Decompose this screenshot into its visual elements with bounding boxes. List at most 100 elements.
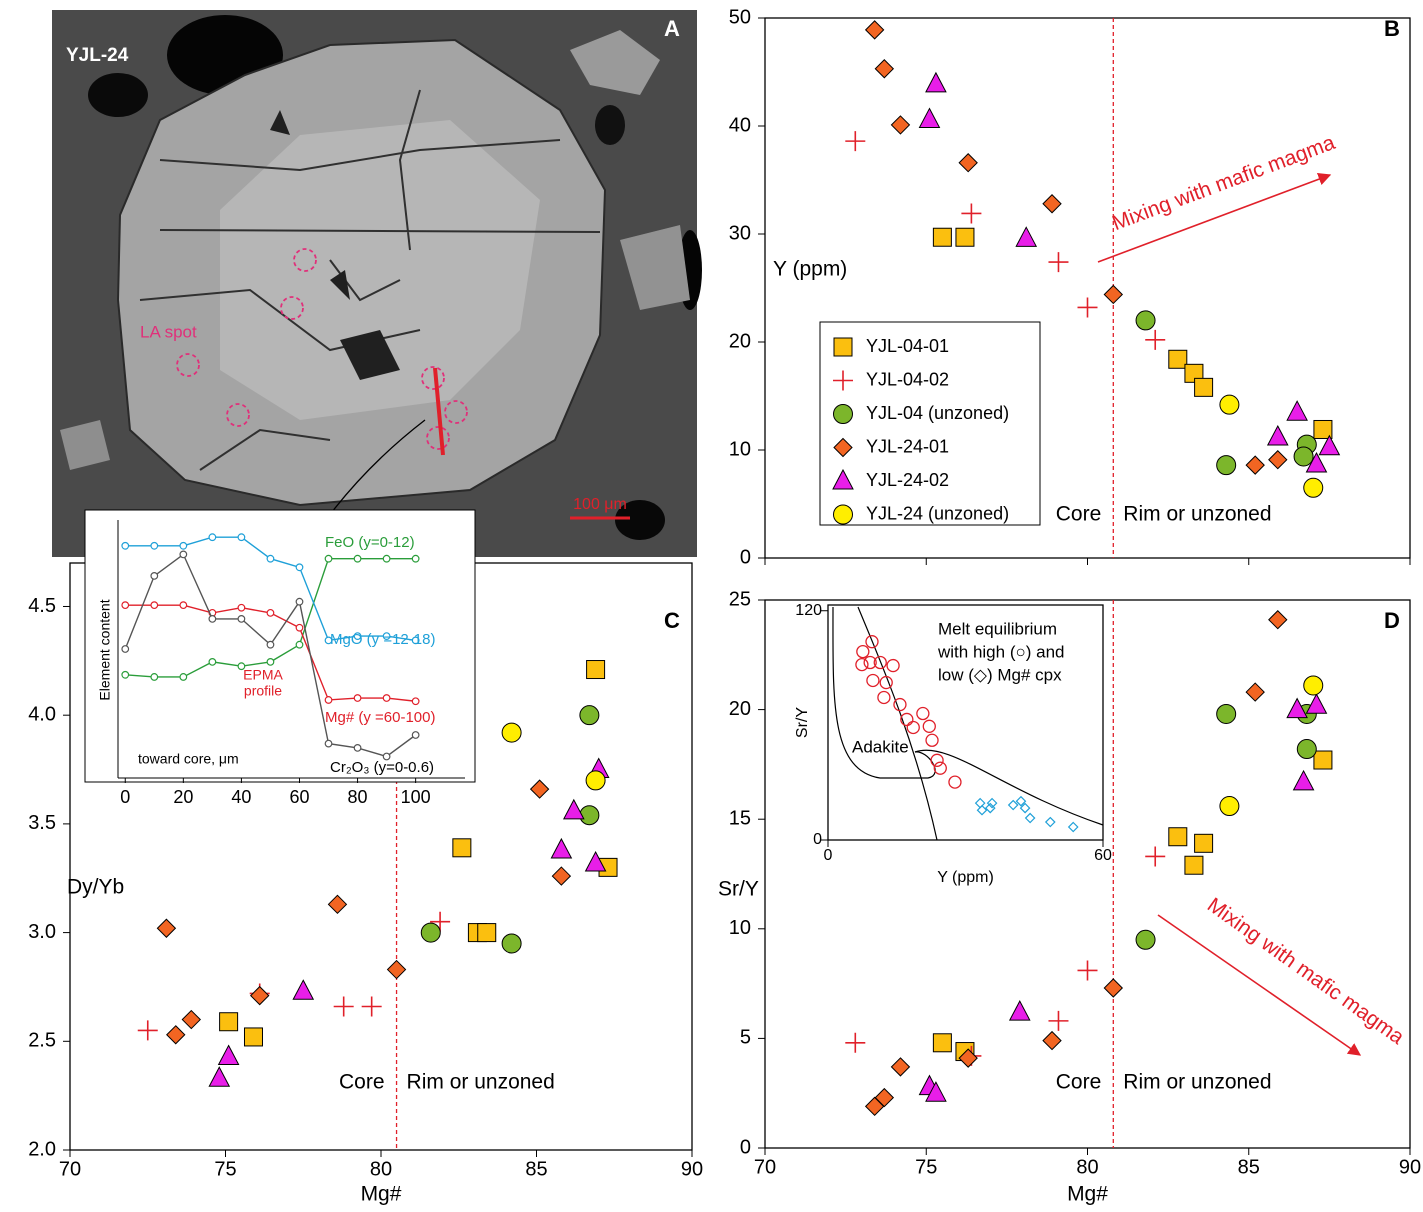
marker-triangle [1318, 434, 1341, 456]
marker-plus [1077, 960, 1098, 981]
marker-square [833, 337, 853, 357]
la-spot [176, 353, 200, 377]
marker-dot [411, 731, 420, 739]
void [270, 110, 400, 380]
marker-open-circle [922, 719, 936, 733]
y-tick-label: 50 [729, 6, 751, 28]
marker-open-circle [933, 761, 947, 775]
epma-profile-line [433, 367, 445, 456]
y-tick-label: 2.0 [28, 1138, 56, 1160]
y-tick-label: 0 [740, 546, 751, 568]
x-tick-label: 75 [214, 1158, 236, 1180]
x-tick-label: 90 [681, 1158, 703, 1180]
series-label: FeO (y=0-12) [325, 534, 415, 551]
bse-image: YJL-24 A LA spot 100 μm [52, 10, 702, 557]
marker-triangle [925, 71, 947, 93]
series-label: MgO (y =12-18) [330, 631, 435, 648]
marker-dot [324, 696, 333, 704]
marker-triangle [1008, 1000, 1031, 1021]
scale-label: 100 μm [573, 496, 627, 513]
marker-circle [1303, 477, 1324, 498]
marker-triangle [832, 468, 854, 490]
field-boundary [857, 606, 938, 841]
marker-dot [353, 632, 362, 640]
x-tick-label: 60 [1094, 847, 1112, 864]
y-axis-label: Element content [97, 599, 113, 700]
region-label: Core [1056, 1071, 1102, 1094]
marker-open-circle [866, 673, 880, 688]
marker-open-diamond [1007, 799, 1019, 811]
marker-dot [266, 608, 275, 617]
panel-label: D [1384, 608, 1400, 633]
marker-square [1194, 833, 1214, 853]
marker-open-circle [893, 697, 907, 712]
marker-circle [579, 705, 600, 726]
marker-diamond [386, 959, 407, 980]
marker-diamond [529, 779, 550, 799]
y-axis-label: Dy/Yb [67, 876, 124, 899]
y-tick-label: 10 [729, 438, 751, 460]
marker-circle [585, 770, 606, 791]
marker-triangle [1292, 769, 1315, 791]
marker-dot [353, 554, 362, 563]
marker-diamond [1268, 610, 1288, 630]
y-tick-label: 3.0 [28, 921, 56, 943]
marker-open-diamond [1019, 802, 1031, 814]
marker-circle [1219, 796, 1240, 817]
marker-dot [411, 697, 420, 706]
marker-open-circle [877, 690, 891, 705]
la-spot [421, 366, 445, 390]
marker-square [932, 1033, 952, 1053]
field-boundary [914, 749, 1104, 826]
marker-square [1194, 377, 1214, 397]
marker-open-circle [873, 655, 887, 670]
marker-plus [1048, 252, 1069, 273]
marker-dot [382, 694, 391, 702]
marker-diamond [1245, 455, 1265, 475]
marker-triangle [1266, 424, 1289, 446]
marker-dot [121, 601, 130, 610]
marker-square [477, 923, 497, 943]
x-tick-label: 40 [231, 787, 251, 807]
crack [139, 89, 601, 471]
marker-plus [961, 203, 982, 224]
void [615, 500, 665, 540]
marker-dot [208, 533, 217, 542]
series-label: Cr₂O₃ (y=0-0.6) [330, 759, 434, 776]
region-label: Rim or unzoned [1123, 1071, 1271, 1094]
marker-dot [295, 640, 304, 649]
marker-dot [237, 533, 246, 542]
marker-dot [411, 554, 420, 563]
marker-plus [845, 131, 866, 152]
marker-circle [833, 504, 853, 525]
marker-dot [150, 572, 159, 580]
region-label: Core [1056, 503, 1102, 526]
marker-dot [324, 739, 333, 748]
marker-dot [295, 623, 304, 632]
marker-square [1184, 855, 1204, 875]
marker-diamond [327, 894, 348, 915]
marker-plus [1145, 329, 1166, 350]
marker-square [586, 660, 606, 680]
spot-label: LA spot [140, 322, 197, 341]
marker-open-circle [925, 733, 939, 747]
la-spot [280, 296, 304, 320]
plot-frame [827, 604, 1104, 841]
y-axis-label: Y (ppm) [773, 258, 847, 281]
marker-dot [179, 601, 188, 610]
marker-dot [208, 658, 217, 666]
marker-square [1313, 750, 1333, 770]
marker-open-diamond [976, 804, 988, 816]
marker-diamond [156, 918, 177, 938]
x-axis-label: Mg# [1067, 1183, 1108, 1206]
la-spot [426, 426, 450, 450]
annotation: profile [244, 683, 282, 699]
marker-diamond [551, 866, 572, 886]
inset-background [84, 509, 476, 783]
marker-square [1313, 419, 1333, 439]
x-tick-label: 70 [59, 1158, 81, 1180]
x-tick-label: 85 [525, 1158, 547, 1180]
marker-dot [121, 541, 130, 550]
x-tick-label: 60 [289, 787, 309, 807]
